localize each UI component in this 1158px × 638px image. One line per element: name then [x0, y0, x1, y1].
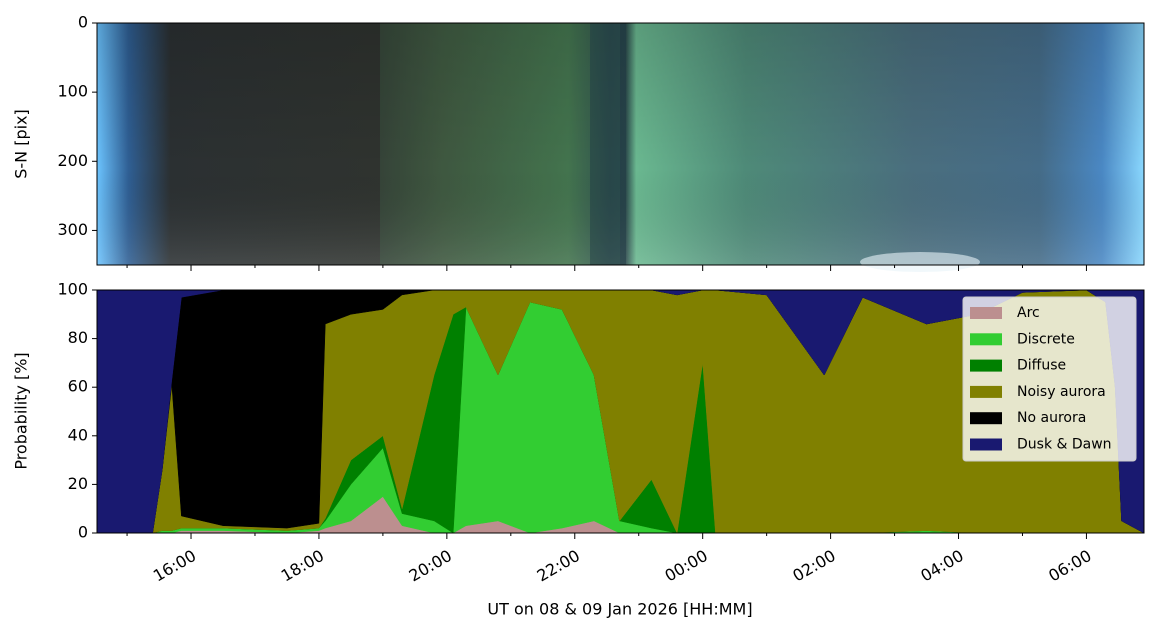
bottom-y-axis-label: Probability [%]	[12, 352, 31, 469]
y-tick-label: 20	[68, 474, 88, 493]
area	[97, 290, 1144, 533]
y-tick-label: 300	[57, 220, 88, 239]
legend-label: Dusk & Dawn	[1017, 437, 1112, 453]
y-tick-label: 0	[78, 13, 88, 32]
x-tick-label: 22:00	[534, 546, 583, 586]
x-axis-label: UT on 08 & 09 Jan 2026 [HH:MM]	[487, 600, 752, 619]
y-tick-label: 40	[68, 425, 88, 444]
legend-swatch	[970, 385, 1002, 398]
keogram-image	[97, 23, 1144, 272]
x-tick-label: 20:00	[406, 546, 455, 586]
legend-label: Discrete	[1017, 331, 1075, 347]
x-tick-label: 02:00	[789, 546, 838, 586]
legend-swatch	[970, 333, 1002, 346]
legend-label: Diffuse	[1017, 358, 1066, 374]
y-tick-label: 60	[68, 377, 88, 396]
bottom-axes-frame	[96, 289, 1145, 534]
x-tick-label: 04:00	[917, 546, 966, 586]
legend-label: No aurora	[1017, 410, 1086, 426]
y-tick-label: 100	[57, 280, 88, 299]
legend: Arc Discrete Diffuse Noisy aurora No aurora D…	[962, 296, 1137, 462]
legend-swatch	[970, 359, 1002, 372]
legend-label: Noisy aurora	[1017, 384, 1106, 400]
x-tick-label: 00:00	[662, 546, 711, 586]
y-tick-label: 200	[57, 151, 88, 170]
top-y-axis-label: S-N [pix]	[12, 109, 31, 179]
y-tick-label: 100	[57, 82, 88, 101]
x-tick-label: 16:00	[150, 546, 199, 586]
x-tick-label: 06:00	[1045, 546, 1094, 586]
y-tick-label: 80	[68, 328, 88, 347]
legend-swatch	[970, 307, 1002, 319]
legend-label: Arc	[1017, 305, 1040, 321]
legend-swatch	[970, 412, 1002, 425]
stacked-area-plot	[97, 290, 1144, 533]
legend-swatch	[970, 438, 1002, 451]
x-tick-label: 18:00	[278, 546, 327, 586]
top-axes-frame	[96, 22, 1145, 266]
y-tick-label: 0	[78, 523, 88, 542]
